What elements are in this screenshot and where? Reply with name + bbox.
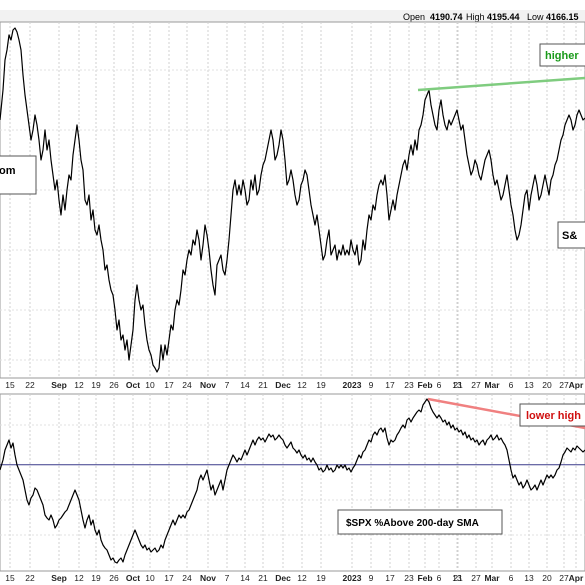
breadth-x-tick-label: 13 [452, 573, 462, 583]
breadth-series-line [0, 398, 585, 564]
price-x-tick-label: 17 [164, 380, 174, 390]
price-x-tick-label: 27 [559, 380, 569, 390]
price-x-tick-label: Mar [484, 380, 500, 390]
price-x-tick-label: 21 [258, 380, 268, 390]
breadth-x-tick-label: 23 [404, 573, 414, 583]
price-x-tick-label: 2023 [343, 380, 362, 390]
higher-label: higher [545, 50, 579, 62]
grid-layer [0, 22, 585, 571]
breadth-x-tick-label: 10 [145, 573, 155, 583]
breadth-x-tick-label: Feb [417, 573, 432, 583]
breadth-title: $SPX %Above 200-day SMA [346, 518, 479, 529]
price-x-tick-label: 12 [74, 380, 84, 390]
high-value: 4195.44 [487, 12, 520, 22]
breadth-x-tick-label: 21 [258, 573, 268, 583]
breadth-x-tick-label: 17 [385, 573, 395, 583]
breadth-x-tick-label: 12 [297, 573, 307, 583]
breadth-x-tick-label: 19 [91, 573, 101, 583]
price-x-tick-label: 23 [404, 380, 414, 390]
open-label: Open [403, 12, 425, 22]
price-x-tick-label: Nov [200, 380, 216, 390]
price-x-tick-label: Dec [275, 380, 291, 390]
price-x-tick-label: 15 [5, 380, 15, 390]
price-x-tick-label: Feb [417, 380, 432, 390]
low-value: 4166.15 [546, 12, 579, 22]
price-x-tick-label: 6 [437, 380, 442, 390]
price-x-tick-label: 22 [25, 380, 35, 390]
price-x-tick-label: 6 [509, 380, 514, 390]
breadth-x-tick-label: Sep [51, 573, 67, 583]
breadth-x-tick-label: 9 [369, 573, 374, 583]
breadth-x-tick-label: 6 [437, 573, 442, 583]
breadth-x-tick-label: 7 [225, 573, 230, 583]
breadth-x-tick-label: 20 [542, 573, 552, 583]
breadth-x-tick-label: 21 [453, 573, 463, 583]
spx-label: S& [562, 230, 577, 242]
price-x-tick-label: 20 [542, 380, 552, 390]
breadth-x-tick-label: 12 [74, 573, 84, 583]
breadth-x-tick-label: 26 [109, 573, 119, 583]
breadth-x-tick-label: 15 [5, 573, 15, 583]
breadth-x-tick-label: 13 [524, 573, 534, 583]
price-x-tick-label: 12 [297, 380, 307, 390]
breadth-x-tick-label: Nov [200, 573, 216, 583]
high-label: High [466, 12, 485, 22]
breadth-x-tick-label: 17 [164, 573, 174, 583]
spx-label-box [557, 221, 585, 249]
price-x-tick-label: 14 [240, 380, 250, 390]
breadth-x-tick-label: Dec [275, 573, 291, 583]
breadth-x-tick-label: 2023 [343, 573, 362, 583]
line-layer [0, 27, 585, 564]
price-x-tick-label: Oct [126, 380, 140, 390]
breadth-x-tick-label: 27 [471, 573, 481, 583]
tick-layer: 15 15 22 22 Sep Sep 12 12 19 19 26 26 Oct Oct 10 10 17 17… [5, 380, 584, 583]
om-label: om [0, 165, 16, 177]
price-x-tick-label: 13 [452, 380, 462, 390]
breadth-x-tick-label: 14 [240, 573, 250, 583]
price-x-tick-label: 26 [109, 380, 119, 390]
price-x-tick-label: 24 [182, 380, 192, 390]
open-value: 4190.74 [430, 12, 463, 22]
breadth-panel-frame [0, 393, 585, 572]
breadth-x-tick-label: Oct [126, 573, 140, 583]
lower-high-label-box [519, 403, 585, 427]
breadth-x-tick-label: Apr [569, 573, 584, 583]
price-x-tick-label: 7 [225, 380, 230, 390]
lower-high-label: lower high [526, 410, 581, 422]
price-panel-frame [0, 21, 585, 379]
om-label-box [0, 155, 37, 195]
price-x-tick-label: 13 [524, 380, 534, 390]
price-x-tick-label: 9 [369, 380, 374, 390]
breadth-x-tick-label: 22 [25, 573, 35, 583]
price-x-tick-label: 10 [145, 380, 155, 390]
price-series-line [0, 27, 585, 373]
price-x-tick-label: 17 [385, 380, 395, 390]
price-x-tick-label: Sep [51, 380, 67, 390]
higher-label-box [539, 43, 585, 67]
price-x-tick-label: 27 [471, 380, 481, 390]
header-bar [0, 10, 585, 22]
low-label: Low [527, 12, 544, 22]
price-x-tick-label: Apr [569, 380, 584, 390]
breadth-x-tick-label: 19 [316, 573, 326, 583]
breadth-x-tick-label: 6 [509, 573, 514, 583]
breadth-title-box [337, 509, 503, 535]
price-x-tick-label: 19 [316, 380, 326, 390]
price-x-tick-label: 21 [453, 380, 463, 390]
breadth-x-tick-label: Mar [484, 573, 500, 583]
breadth-x-tick-label: 24 [182, 573, 192, 583]
price-trendline [417, 76, 585, 92]
breadth-x-tick-label: 27 [559, 573, 569, 583]
price-x-tick-label: 19 [91, 380, 101, 390]
